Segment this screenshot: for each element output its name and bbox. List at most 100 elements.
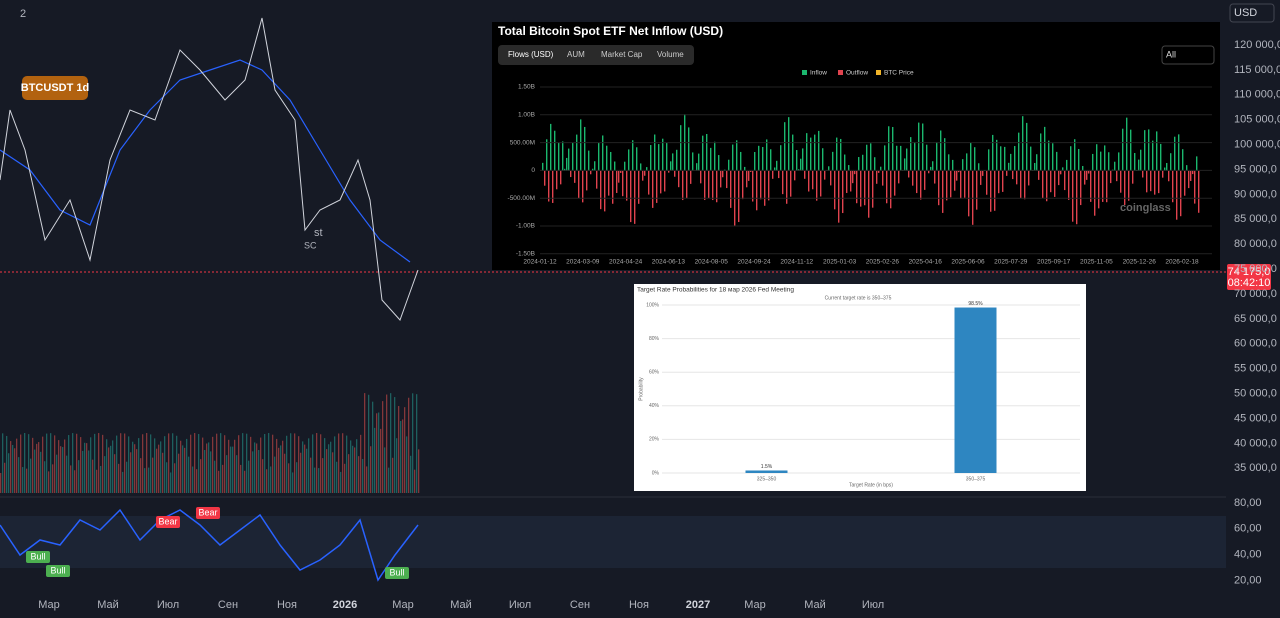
- etf-flow-bar: [660, 171, 662, 194]
- etf-flow-bar: [754, 151, 756, 171]
- etf-flow-bar: [1100, 151, 1102, 171]
- volume-bar: [348, 454, 350, 493]
- signal-badge: [156, 516, 180, 528]
- etf-flow-bar: [1170, 153, 1172, 171]
- volume-bar: [80, 437, 82, 493]
- etf-flow-bar: [1134, 153, 1136, 171]
- fed-y-tick-label: 40%: [649, 403, 660, 409]
- volume-bar: [272, 434, 274, 493]
- etf-flow-bar: [692, 152, 694, 171]
- etf-flow-bar: [1162, 171, 1164, 178]
- currency-select[interactable]: [1229, 3, 1275, 23]
- etf-flow-bar: [762, 146, 764, 171]
- symbol-badge[interactable]: [22, 76, 88, 100]
- etf-flow-bar: [1194, 171, 1196, 204]
- etf-flow-bar: [1140, 149, 1142, 171]
- volume-bar: [346, 435, 348, 493]
- volume-bar: [72, 433, 74, 493]
- signal-text: Bull: [50, 565, 65, 575]
- etf-flow-bar: [572, 142, 574, 171]
- volume-bar: [180, 440, 182, 493]
- etf-date-label: 2025-09-17: [1037, 259, 1071, 266]
- volume-bar: [288, 463, 290, 493]
- ma-line: [0, 59, 411, 263]
- etf-flow-bar: [674, 171, 676, 177]
- etf-flow-bar: [1150, 171, 1152, 192]
- etf-flow-bar: [646, 167, 648, 171]
- etf-flow-bar: [1026, 122, 1028, 171]
- etf-flow-bar: [640, 163, 642, 171]
- etf-flow-bar: [824, 171, 826, 180]
- volume-bar: [352, 445, 354, 493]
- etf-flow-bar: [806, 133, 808, 171]
- etf-flow-bar: [966, 153, 968, 171]
- etf-flow-bar: [1176, 171, 1178, 220]
- volume-bar: [14, 448, 16, 493]
- etf-flow-bar: [1152, 140, 1154, 171]
- price-axis-label: 35 000,0: [1234, 462, 1277, 474]
- volume-bar: [328, 444, 330, 493]
- etf-flow-bar: [1168, 171, 1170, 182]
- volume-bar: [250, 436, 252, 493]
- etf-range-select[interactable]: [1161, 45, 1215, 65]
- etf-flow-bar: [710, 147, 712, 171]
- currency-text: USD: [1234, 7, 1257, 19]
- etf-flow-bar: [900, 145, 902, 171]
- etf-date-label: 2024-11-12: [780, 259, 813, 266]
- volume-bar: [70, 465, 72, 493]
- etf-flow-bar: [654, 134, 656, 171]
- etf-flow-bar: [948, 154, 950, 171]
- volume-bar: [150, 434, 152, 493]
- etf-flow-bar: [978, 163, 980, 171]
- pane-count[interactable]: 2: [20, 8, 26, 20]
- volume-bar: [94, 433, 96, 493]
- etf-flow-bar: [1078, 148, 1080, 171]
- etf-flow-bar: [736, 140, 738, 171]
- volume-bar: [30, 458, 32, 493]
- fed-value-label: 1.5%: [761, 464, 773, 470]
- volume-bar: [270, 466, 272, 493]
- volume-bar: [120, 433, 122, 493]
- etf-flow-bar: [1104, 145, 1106, 171]
- volume-bar: [228, 439, 230, 493]
- etf-flow-bar: [976, 171, 978, 210]
- signal-text: Bull: [389, 567, 404, 577]
- etf-flow-bar: [1186, 165, 1188, 171]
- volume-bar: [10, 441, 12, 493]
- volume-bar: [90, 437, 92, 493]
- etf-flow-bar: [786, 171, 788, 204]
- etf-flow-bar: [578, 171, 580, 199]
- etf-flow-bar: [952, 159, 954, 171]
- etf-flow-bar: [606, 145, 608, 171]
- rsi-band: [0, 516, 1226, 568]
- price-axis-label: 95 000,0: [1234, 163, 1277, 175]
- etf-flow-bar: [778, 171, 780, 179]
- volume-bar: [210, 451, 212, 493]
- etf-flow-bar: [642, 171, 644, 181]
- volume-bar: [232, 446, 234, 493]
- price-axis-label: 80 000,0: [1234, 238, 1277, 250]
- volume-bar: [306, 448, 308, 493]
- etf-flow-bar: [1066, 159, 1068, 171]
- volume-bar: [156, 448, 158, 493]
- volume-bar: [198, 434, 200, 493]
- etf-flow-bar: [1174, 136, 1176, 171]
- volume-bar: [52, 464, 54, 493]
- etf-flow-bar: [1024, 171, 1026, 200]
- etf-flow-bar: [700, 171, 702, 184]
- etf-flow-bar: [552, 171, 554, 203]
- etf-flow-bar: [960, 171, 962, 199]
- etf-flow-bar: [1000, 146, 1002, 171]
- volume-bar: [186, 438, 188, 493]
- volume-bar: [220, 433, 222, 493]
- etf-flow-bar: [1196, 156, 1198, 171]
- time-axis-label: Май: [97, 599, 119, 611]
- price-tag-countdown: 08:42:10: [1228, 277, 1271, 289]
- etf-flow-bar: [780, 145, 782, 171]
- volume-bar: [168, 433, 170, 493]
- volume-bar: [342, 433, 344, 493]
- volume-bar: [204, 450, 206, 493]
- etf-flow-bar: [848, 165, 850, 171]
- etf-flow-bar: [688, 127, 690, 171]
